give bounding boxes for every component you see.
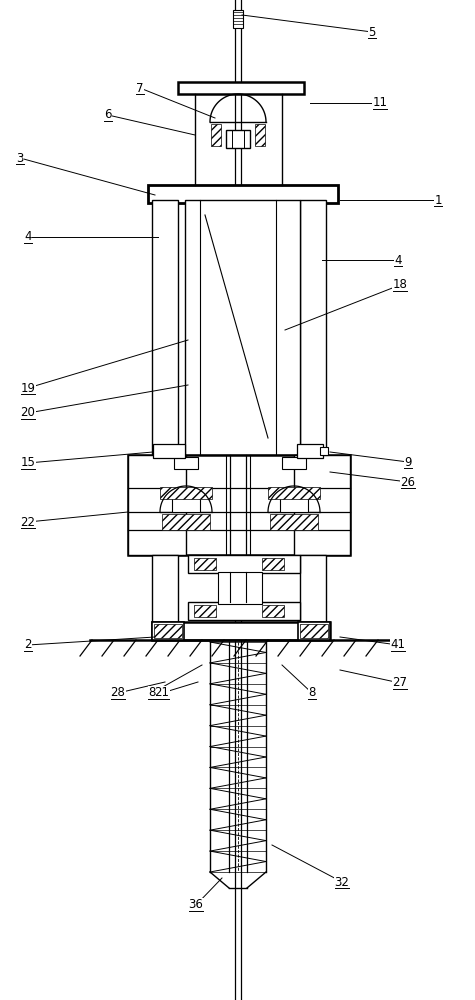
Bar [262, 558, 284, 570]
Text: 21: 21 [154, 686, 170, 700]
Bar [297, 444, 323, 458]
Text: 27: 27 [392, 676, 408, 690]
Bar [162, 514, 210, 530]
Bar [154, 624, 182, 638]
Text: 28: 28 [111, 686, 125, 700]
Bar [194, 558, 216, 570]
Bar [172, 498, 200, 512]
Bar [280, 498, 308, 512]
Bar [320, 447, 328, 455]
Bar [152, 622, 184, 640]
Text: 6: 6 [104, 108, 112, 121]
Text: 22: 22 [20, 516, 36, 528]
Bar [282, 457, 306, 469]
Bar [153, 444, 185, 458]
Bar [226, 130, 250, 148]
Bar [233, 10, 243, 28]
Text: 2: 2 [24, 639, 32, 652]
Text: 11: 11 [372, 97, 388, 109]
Bar [218, 572, 262, 604]
Text: 3: 3 [16, 151, 24, 164]
Bar [128, 455, 186, 555]
Bar [300, 555, 326, 630]
Bar [152, 555, 178, 630]
Bar [300, 200, 326, 495]
Bar [188, 555, 300, 573]
Bar [194, 605, 216, 617]
Bar [211, 124, 221, 146]
Text: 7: 7 [136, 82, 144, 95]
Bar [160, 487, 212, 499]
Text: 36: 36 [189, 898, 203, 912]
Bar [268, 487, 320, 499]
Bar [298, 622, 330, 640]
Text: 19: 19 [20, 381, 36, 394]
Bar [294, 455, 350, 555]
Bar [270, 514, 318, 530]
Bar [174, 457, 198, 469]
Text: 4: 4 [24, 231, 32, 243]
Bar [152, 200, 178, 495]
Text: 4: 4 [394, 253, 402, 266]
Text: 8: 8 [148, 686, 156, 700]
Bar [178, 82, 304, 94]
Text: 20: 20 [20, 406, 36, 420]
Bar [128, 455, 350, 555]
Bar [188, 602, 300, 620]
Text: 15: 15 [20, 456, 36, 470]
Text: 9: 9 [404, 456, 412, 468]
Text: 32: 32 [334, 876, 350, 888]
Text: 41: 41 [390, 639, 406, 652]
Text: 26: 26 [400, 476, 416, 488]
Bar [262, 605, 284, 617]
Bar [300, 624, 328, 638]
Text: 8: 8 [308, 686, 316, 700]
Bar [152, 622, 330, 640]
Bar [255, 124, 265, 146]
Bar [185, 200, 300, 455]
Text: 1: 1 [434, 194, 442, 207]
Text: 18: 18 [392, 278, 408, 292]
Bar [148, 185, 338, 203]
Text: 5: 5 [368, 25, 376, 38]
